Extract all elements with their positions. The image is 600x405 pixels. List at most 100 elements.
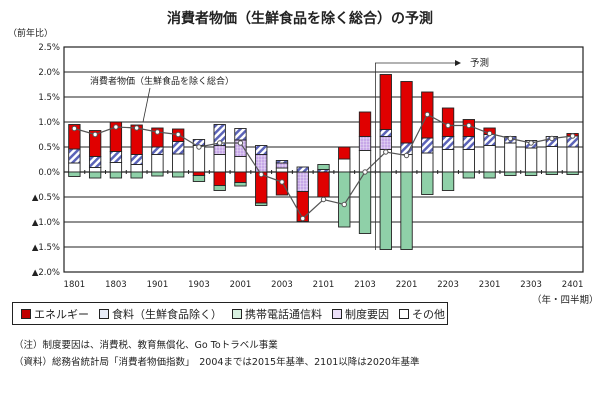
bar-segment-1 [275, 160, 289, 164]
cpi-point [217, 140, 223, 146]
bar-segment-2 [441, 171, 455, 191]
legend-item: 制度要因 [332, 306, 389, 322]
cpi-point [320, 196, 327, 203]
cpi-point [528, 140, 534, 146]
bar-segment-3 [275, 162, 289, 169]
bar-segment-1 [130, 154, 143, 165]
bar-segment-2 [109, 171, 123, 179]
bar-segment-3 [296, 171, 309, 192]
legend-label: 食料（生鮮食品除く） [112, 307, 222, 321]
y-axis-label: （前年比） [8, 29, 54, 39]
cpi-point [113, 124, 119, 130]
cpi-point [549, 135, 555, 142]
legend-label: エネルギー [34, 307, 89, 321]
bar-segment-4 [68, 162, 81, 173]
bar-segment-2 [379, 171, 392, 250]
bar-segment-0 [317, 171, 330, 198]
y-tick-label: 2.5% [38, 43, 60, 53]
bar-segment-0 [379, 74, 392, 130]
bar-segment-3 [213, 145, 226, 155]
forecast-label: 予測 [470, 57, 489, 69]
x-tick-label: 2203 [437, 280, 459, 290]
note-text: （注）制度要因は、消費税、教育無償化、Go Toトラベル事業 [14, 340, 278, 351]
legend-swatch [21, 308, 31, 319]
cpi-point [279, 179, 285, 185]
bar-segment-1 [379, 129, 392, 137]
bar-segment-2 [317, 164, 330, 170]
bar-segment-4 [234, 156, 247, 173]
forecast-bracket [374, 62, 455, 250]
source-text: （資料）総務省統計局「消費者物価指数」 2004までは2015年基準、2101以… [14, 357, 420, 368]
x-axis-unit: （年・四半期） [532, 295, 599, 306]
bar-segment-2 [68, 171, 81, 177]
bar-segment-0 [441, 107, 455, 137]
bar-segment-4 [462, 149, 475, 173]
cpi-point [300, 215, 306, 222]
bar-segment-0 [192, 171, 206, 176]
cpi-point [424, 111, 430, 118]
cpi-point [466, 122, 472, 129]
x-tick-label: 2303 [520, 280, 542, 290]
x-tick-label: 2003 [271, 280, 293, 290]
y-tick-label: 2.0% [38, 68, 60, 78]
bar-segment-0 [338, 146, 351, 160]
bar-segment-4 [275, 167, 289, 173]
bar-segment-2 [358, 171, 372, 234]
bar-segment-2 [151, 171, 164, 177]
bar-segment-2 [255, 202, 268, 206]
legend-swatch [99, 308, 109, 319]
legend-item: 食料（生鮮食品除く） [99, 306, 222, 322]
y-tick-label: 0.5% [38, 143, 60, 153]
bar-segment-4 [213, 154, 226, 173]
cpi-point [445, 122, 451, 129]
bar-segment-0 [213, 171, 226, 186]
legend-swatch [332, 308, 342, 319]
bar-segment-1 [172, 141, 185, 155]
x-tick-label: 1903 [188, 280, 210, 290]
cpi-point [403, 152, 410, 159]
cpi-point [133, 125, 140, 131]
legend-swatch [399, 308, 409, 319]
x-tick-label: 1901 [147, 280, 169, 290]
bar-segment-1 [234, 128, 247, 141]
bar-segment-4 [524, 147, 538, 173]
y-tick-label: 1.0% [38, 118, 60, 128]
bar-segment-1 [109, 151, 123, 163]
legend-label: 携帯電話通信料 [245, 307, 322, 321]
bar-segment-0 [130, 124, 143, 155]
cpi-point [92, 131, 98, 138]
bar-segment-1 [255, 145, 268, 155]
bar-segment-2 [130, 171, 143, 179]
x-tick-label: 2001 [230, 280, 252, 290]
line-annotation: 消費者物価（生鮮食品を除く総合） [90, 75, 234, 87]
legend-swatch [232, 308, 242, 319]
bar-segment-0 [296, 191, 309, 222]
bar-segment-2 [400, 171, 413, 250]
bar-segment-0 [358, 111, 372, 137]
x-tick-label: 1803 [105, 280, 127, 290]
cpi-point [362, 169, 368, 175]
bar-segment-0 [88, 130, 102, 157]
bar-segment-2 [524, 171, 538, 176]
bar-segment-4 [504, 142, 517, 173]
x-tick-label: 2101 [313, 280, 335, 290]
legend-label: その他 [412, 307, 445, 321]
bar-segment-1 [462, 136, 475, 150]
bar-segment-4 [566, 146, 579, 173]
bar-segment-4 [172, 153, 185, 173]
bar-segment-4 [483, 145, 496, 173]
bar-segment-2 [172, 171, 185, 178]
bar-segment-2 [234, 182, 247, 187]
bar-segment-4 [441, 149, 455, 173]
cpi-point [175, 131, 181, 138]
cpi-point [237, 140, 244, 146]
y-tick-label: ▲1.5% [32, 243, 60, 253]
bar-segment-1 [151, 146, 164, 155]
cpi-point [154, 129, 161, 135]
cpi-point [383, 149, 389, 155]
legend-item: その他 [399, 306, 445, 322]
x-tick-label: 2301 [479, 280, 501, 290]
x-tick-label: 2201 [396, 280, 418, 290]
bar-segment-0 [151, 127, 164, 148]
bar-segment-2 [88, 171, 102, 179]
